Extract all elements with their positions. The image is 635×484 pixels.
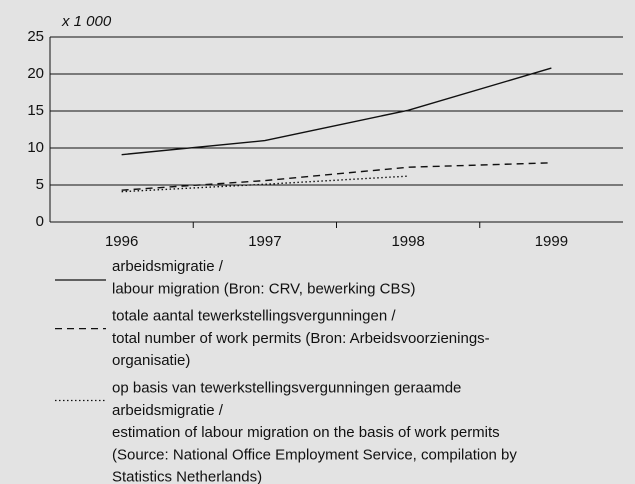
- legend-label: estimation of labour migration on the ba…: [112, 424, 500, 441]
- y-tick-label: 15: [27, 102, 44, 119]
- legend-label: organisatie): [112, 352, 190, 369]
- legend-label: (Source: National Office Employment Serv…: [112, 446, 517, 463]
- y-tick-label: 5: [36, 176, 44, 193]
- legend-label: totale aantal tewerkstellingsvergunninge…: [112, 308, 396, 325]
- legend-label: labour migration (Bron: CRV, bewerking C…: [112, 280, 415, 297]
- x-tick-label: 1996: [105, 233, 138, 250]
- legend-label: total number of work permits (Bron: Arbe…: [112, 330, 490, 347]
- data-line: [121, 67, 552, 156]
- y-tick-label: 25: [27, 28, 44, 45]
- legend-label: arbeidsmigratie /: [112, 402, 224, 419]
- y-tick-label: 20: [27, 65, 44, 82]
- x-tick-label: 1998: [391, 233, 424, 250]
- legend-label: arbeidsmigratie /: [112, 258, 224, 275]
- legend-label: Statistics Netherlands): [112, 469, 262, 484]
- legend-label: op basis van tewerkstellingsvergunningen…: [112, 379, 461, 396]
- x-tick-label: 1999: [535, 233, 568, 250]
- y-unit-label: x 1 000: [61, 13, 112, 30]
- x-tick-label: 1997: [248, 233, 281, 250]
- y-tick-label: 10: [27, 139, 44, 156]
- y-tick-label: 0: [36, 213, 44, 230]
- data-line: [121, 175, 409, 193]
- data-line: [121, 162, 552, 191]
